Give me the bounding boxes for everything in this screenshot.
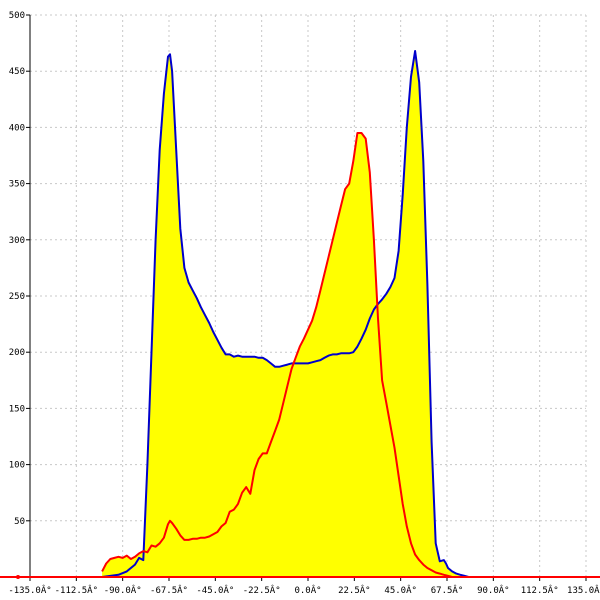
- fill-layer: [102, 51, 519, 577]
- x-tick-label: 135.0Â°: [567, 584, 600, 596]
- y-tick-label: 500: [9, 11, 25, 21]
- x-tick-label: 112.5Â°: [521, 584, 559, 596]
- x-tick-label: -45.0Â°: [196, 584, 234, 596]
- series-line-blue: [101, 50, 518, 578]
- x-tick-label: 45.0Â°: [384, 584, 417, 596]
- y-tick-label: 200: [9, 348, 25, 358]
- x-tick-label: -90.0Â°: [104, 584, 142, 596]
- label-layer: -135.0Â° -112.5Â° -90.0Â° -67.5Â° -45.0Â° -22…: [8, 11, 600, 596]
- x-tick-label: -135.0Â°: [8, 584, 51, 596]
- x-tick-label: -22.5Â°: [243, 584, 281, 596]
- y-tick-label: 350: [9, 180, 25, 190]
- line-layer: [0, 50, 600, 579]
- x-tick-label: 67.5Â°: [431, 584, 464, 596]
- baseline-start-marker: [16, 575, 20, 579]
- x-tick-label: -112.5Â°: [55, 584, 98, 596]
- y-tick-label: 450: [9, 67, 25, 77]
- x-tick-label: -67.5Â°: [150, 584, 188, 596]
- y-tick-label: 100: [9, 461, 25, 471]
- area-fill: [102, 51, 519, 577]
- y-tick-label: 400: [9, 123, 25, 133]
- y-tick-label: 300: [9, 236, 25, 246]
- y-tick-label: 150: [9, 404, 25, 414]
- x-tick-label: 0.0Â°: [294, 584, 321, 596]
- x-tick-label: 90.0Â°: [477, 584, 510, 596]
- x-tick-label: 22.5Â°: [338, 584, 371, 596]
- y-tick-label: 250: [9, 292, 25, 302]
- y-tick-label: 50: [14, 517, 25, 527]
- series-line-red: [101, 132, 518, 578]
